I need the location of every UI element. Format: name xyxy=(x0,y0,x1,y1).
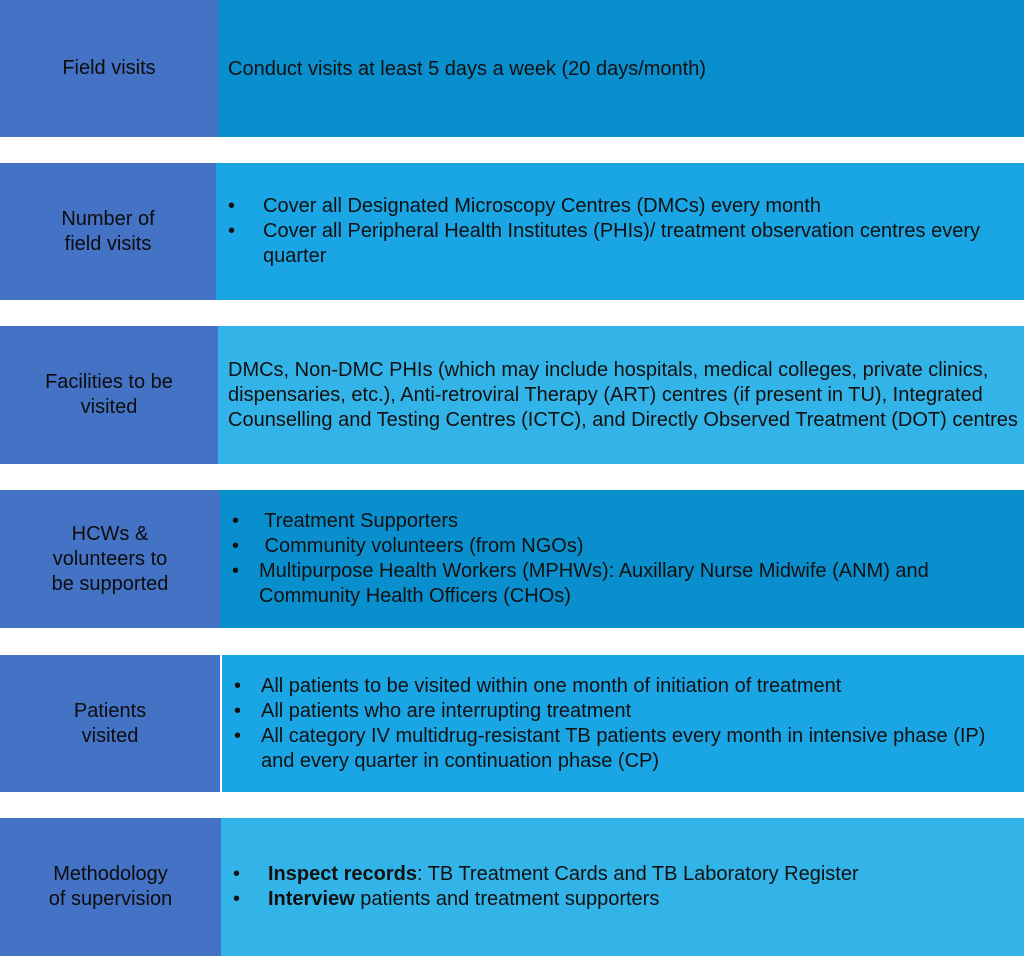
list-item: Cover all Peripheral Health Institutes (… xyxy=(226,219,1018,269)
row-hcws-volunteers: HCWs & volunteers to be supported Treatm… xyxy=(0,490,1024,628)
row-content: Conduct visits at least 5 days a week (2… xyxy=(218,0,1024,137)
list-item: All patients who are interrupting treatm… xyxy=(232,699,1018,724)
row-content: All patients to be visited within one mo… xyxy=(222,655,1024,792)
row-label: Facilities to be visited xyxy=(0,326,218,464)
list-item: Interview patients and treatment support… xyxy=(231,887,1018,912)
row-content: Inspect records: TB Treatment Cards and … xyxy=(221,818,1024,956)
list-item-text: Community volunteers (from NGOs) xyxy=(259,535,584,557)
row-content: Treatment Supporters Community volunteer… xyxy=(220,490,1024,628)
row-patients-visited: Patients visited All patients to be visi… xyxy=(0,655,1024,792)
row-label: Field visits xyxy=(0,0,218,137)
row-content-text: DMCs, Non-DMC PHIs (which may include ho… xyxy=(228,358,1018,431)
list-item-text: patients and treatment supporters xyxy=(354,888,660,910)
row-label: Methodology of supervision xyxy=(0,818,221,956)
list-item-text: All category IV multidrug-resistant TB p… xyxy=(261,724,986,772)
row-label-text: Field visits xyxy=(62,57,156,79)
row-content-text: Conduct visits at least 5 days a week (2… xyxy=(228,58,707,80)
list-item: Inspect records: TB Treatment Cards and … xyxy=(231,862,1018,887)
list-item: All category IV multidrug-resistant TB p… xyxy=(232,724,1018,774)
list-item-strong: Interview xyxy=(268,888,355,910)
row-methodology-of-supervision: Methodology of supervision Inspect recor… xyxy=(0,818,1024,956)
list-item: Treatment Supporters xyxy=(230,509,1018,534)
row-label: HCWs & volunteers to be supported xyxy=(0,490,220,628)
row-label-text: Number of field visits xyxy=(61,207,155,255)
bullet-list: All patients to be visited within one mo… xyxy=(232,674,1018,774)
list-item: All patients to be visited within one mo… xyxy=(232,674,1018,699)
bullet-list: Cover all Designated Microscopy Centres … xyxy=(226,194,1018,269)
bullet-list: Treatment Supporters Community volunteer… xyxy=(230,509,1018,609)
list-item-text: Cover all Peripheral Health Institutes (… xyxy=(263,220,980,267)
row-label: Patients visited xyxy=(0,655,220,792)
row-label-text: Methodology of supervision xyxy=(48,863,173,910)
list-item-text: All patients who are interrupting treatm… xyxy=(261,699,632,722)
list-item-strong: Inspect records xyxy=(268,863,417,885)
list-item: Community volunteers (from NGOs) xyxy=(230,534,1018,559)
row-label: Number of field visits xyxy=(0,163,216,300)
row-content: DMCs, Non-DMC PHIs (which may include ho… xyxy=(218,326,1024,464)
list-item-text: All patients to be visited within one mo… xyxy=(261,674,842,697)
row-label-text: Facilities to be visited xyxy=(45,371,173,418)
list-item-text: Treatment Supporters xyxy=(259,510,458,532)
list-item-text: : TB Treatment Cards and TB Laboratory R… xyxy=(416,863,859,885)
list-item-text: Cover all Designated Microscopy Centres … xyxy=(263,195,821,217)
row-label-text: Patients visited xyxy=(73,699,147,747)
list-item-text: Multipurpose Health Workers (MPHWs): Aux… xyxy=(259,560,929,607)
bullet-list: Inspect records: TB Treatment Cards and … xyxy=(231,862,1018,912)
row-facilities-to-be-visited: Facilities to be visited DMCs, Non-DMC P… xyxy=(0,326,1024,464)
row-label-text: HCWs & volunteers to be supported xyxy=(51,522,169,595)
list-item: Multipurpose Health Workers (MPHWs): Aux… xyxy=(230,559,1018,609)
row-number-of-field-visits: Number of field visits Cover all Designa… xyxy=(0,163,1024,300)
row-content: Cover all Designated Microscopy Centres … xyxy=(216,163,1024,300)
row-field-visits: Field visits Conduct visits at least 5 d… xyxy=(0,0,1024,137)
list-item: Cover all Designated Microscopy Centres … xyxy=(226,194,1018,219)
